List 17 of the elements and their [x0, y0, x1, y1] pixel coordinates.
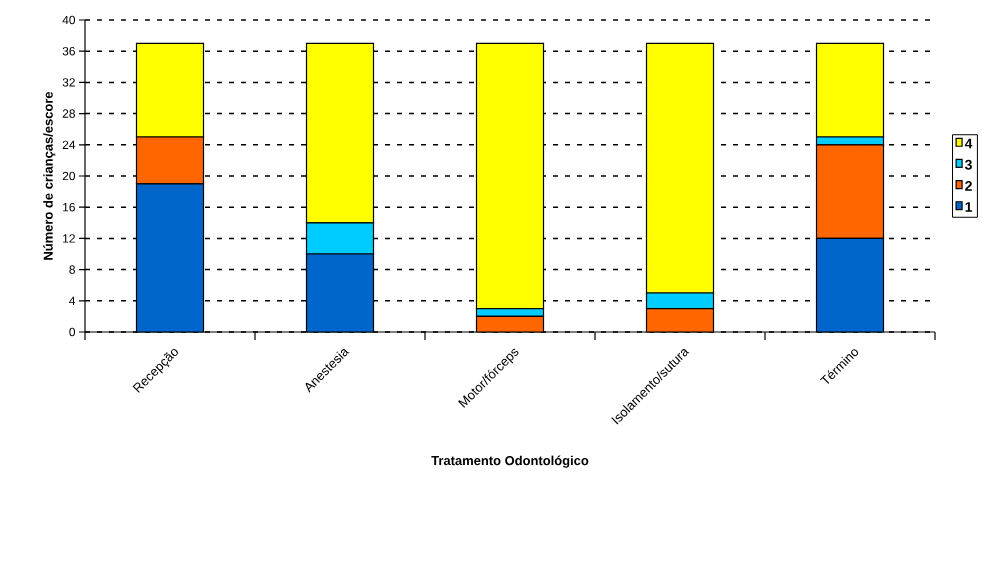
y-tick-label: 20 [62, 171, 76, 181]
x-axis-title: Tratamento Odontológico [431, 455, 589, 468]
legend-label: 1 [965, 202, 973, 212]
y-tick-label: 0 [69, 327, 76, 337]
y-tick-label: 36 [62, 46, 75, 56]
y-axis-title: Número de crianças/escore [43, 91, 56, 260]
y-tick-label: 40 [62, 15, 76, 25]
y-tick-label: 8 [69, 265, 75, 274]
y-tick-label: 28 [62, 109, 75, 118]
y-tick-label: 16 [63, 202, 75, 212]
legend-label: 3 [964, 159, 972, 170]
legend-label: 4 [964, 138, 973, 149]
y-tick-label: 12 [63, 234, 75, 243]
y-tick-label: 4 [69, 296, 76, 305]
y-tick-label: 32 [62, 78, 75, 87]
legend-label: 2 [965, 180, 972, 191]
y-tick-label: 24 [62, 140, 76, 149]
